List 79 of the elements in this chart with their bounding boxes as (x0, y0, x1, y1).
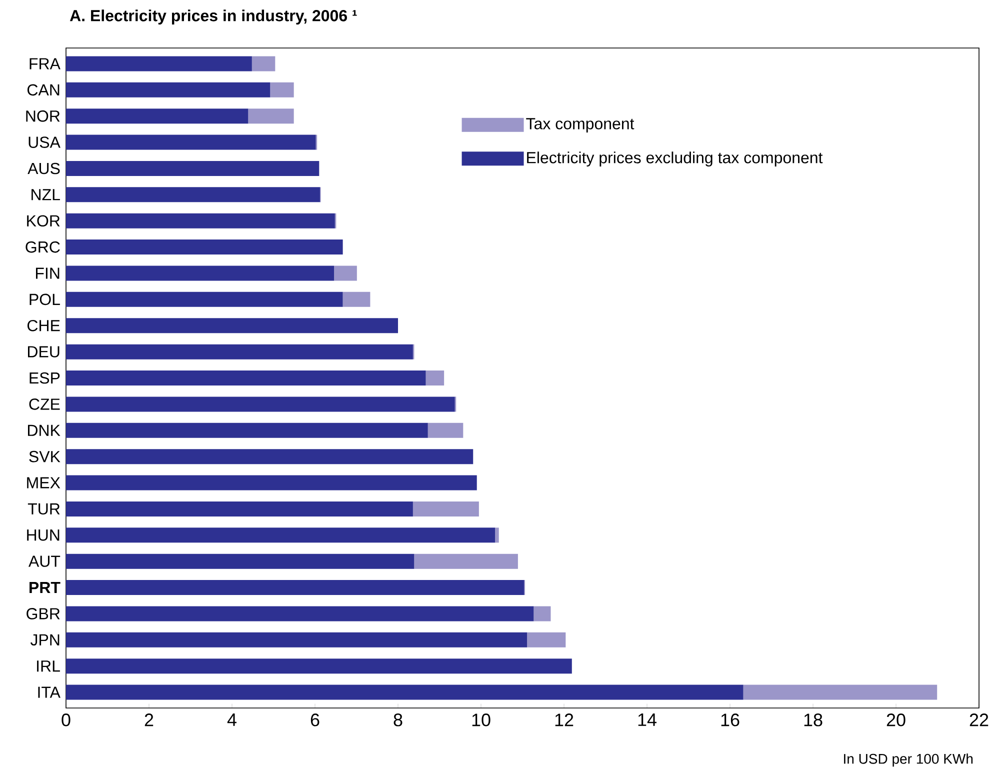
bar (334, 266, 357, 281)
y-tick-label: KOR (27, 215, 60, 227)
bar (66, 344, 413, 360)
y-tick-label: SVK (29, 450, 60, 462)
bar (66, 449, 474, 464)
bar (248, 108, 294, 124)
y-tick-label: POL (30, 294, 60, 306)
x-axis-title: In USD per 100 KWh (844, 754, 973, 767)
bar (66, 240, 343, 255)
bar (743, 684, 938, 700)
x-tick-label: 22 (970, 714, 988, 726)
bar (66, 632, 528, 648)
bar (534, 606, 551, 622)
y-tick-label: CHE (28, 320, 60, 332)
bar (270, 82, 294, 98)
bar (426, 370, 444, 386)
bar (66, 134, 316, 150)
bar (66, 292, 343, 307)
y-tick-label: DNK (28, 424, 60, 436)
bar (66, 370, 426, 386)
y-tick-label: MEX (27, 477, 60, 488)
y-tick-label: IRL (37, 660, 60, 672)
x-tick-label: 16 (721, 714, 740, 726)
bar (66, 658, 572, 674)
bar (412, 501, 479, 516)
bar (66, 56, 252, 72)
x-tick-label: 4 (227, 714, 236, 726)
x-tick-label: 0 (62, 714, 70, 726)
y-tick-label: CZE (29, 398, 60, 410)
bar (66, 580, 524, 596)
bar (495, 528, 499, 543)
x-tick-label: 8 (394, 714, 402, 726)
y-tick-label: TUR (28, 503, 60, 515)
y-tick-label: NOR (26, 110, 60, 122)
y-tick-label: AUS (28, 162, 60, 174)
y-tick-label: GRC (26, 241, 60, 253)
bar (66, 318, 398, 334)
x-tick-label: 20 (886, 714, 906, 726)
y-tick-label: PRT (30, 582, 60, 594)
bar (66, 528, 496, 543)
bar (66, 554, 414, 569)
bar (66, 684, 744, 700)
bar (252, 56, 276, 72)
y-tick-label: NZL (32, 189, 60, 200)
y-tick-label: DEU (28, 346, 60, 358)
chart-title: A. Electricity prices in industry, 2006 ¹ (70, 10, 357, 24)
bar (66, 475, 477, 490)
y-tick-label: JPN (30, 634, 60, 646)
legend-label: Tax component (526, 118, 634, 133)
y-tick-label: GBR (26, 608, 60, 620)
bar (66, 422, 428, 438)
y-tick-label: FRA (30, 58, 60, 70)
bar (66, 266, 334, 281)
y-tick-label: USA (28, 136, 60, 148)
y-tick-label: HUN (27, 530, 60, 541)
bar (66, 82, 270, 98)
bar (66, 108, 248, 124)
y-tick-label: FIN (36, 268, 60, 279)
y-tick-label: CAN (28, 84, 60, 96)
y-tick-label: ITA (38, 686, 60, 698)
bar (527, 632, 566, 648)
bar (66, 501, 413, 516)
bar (66, 213, 335, 228)
x-tick-label: 6 (310, 714, 320, 726)
bar (66, 396, 455, 412)
x-tick-label: 18 (804, 714, 822, 726)
x-tick-label: 12 (555, 714, 574, 726)
x-tick-label: 10 (472, 714, 490, 726)
y-tick-label: ESP (30, 372, 60, 384)
bar (66, 606, 534, 622)
bar (342, 292, 370, 307)
bar (66, 160, 320, 176)
x-tick-label: 2 (144, 714, 154, 726)
y-tick-label: AUT (28, 556, 60, 567)
x-tick-label: 14 (638, 714, 656, 726)
bar (66, 187, 320, 202)
bar (428, 422, 464, 438)
bar (414, 554, 518, 569)
legend-label: Electricity prices excluding tax component (527, 152, 823, 167)
